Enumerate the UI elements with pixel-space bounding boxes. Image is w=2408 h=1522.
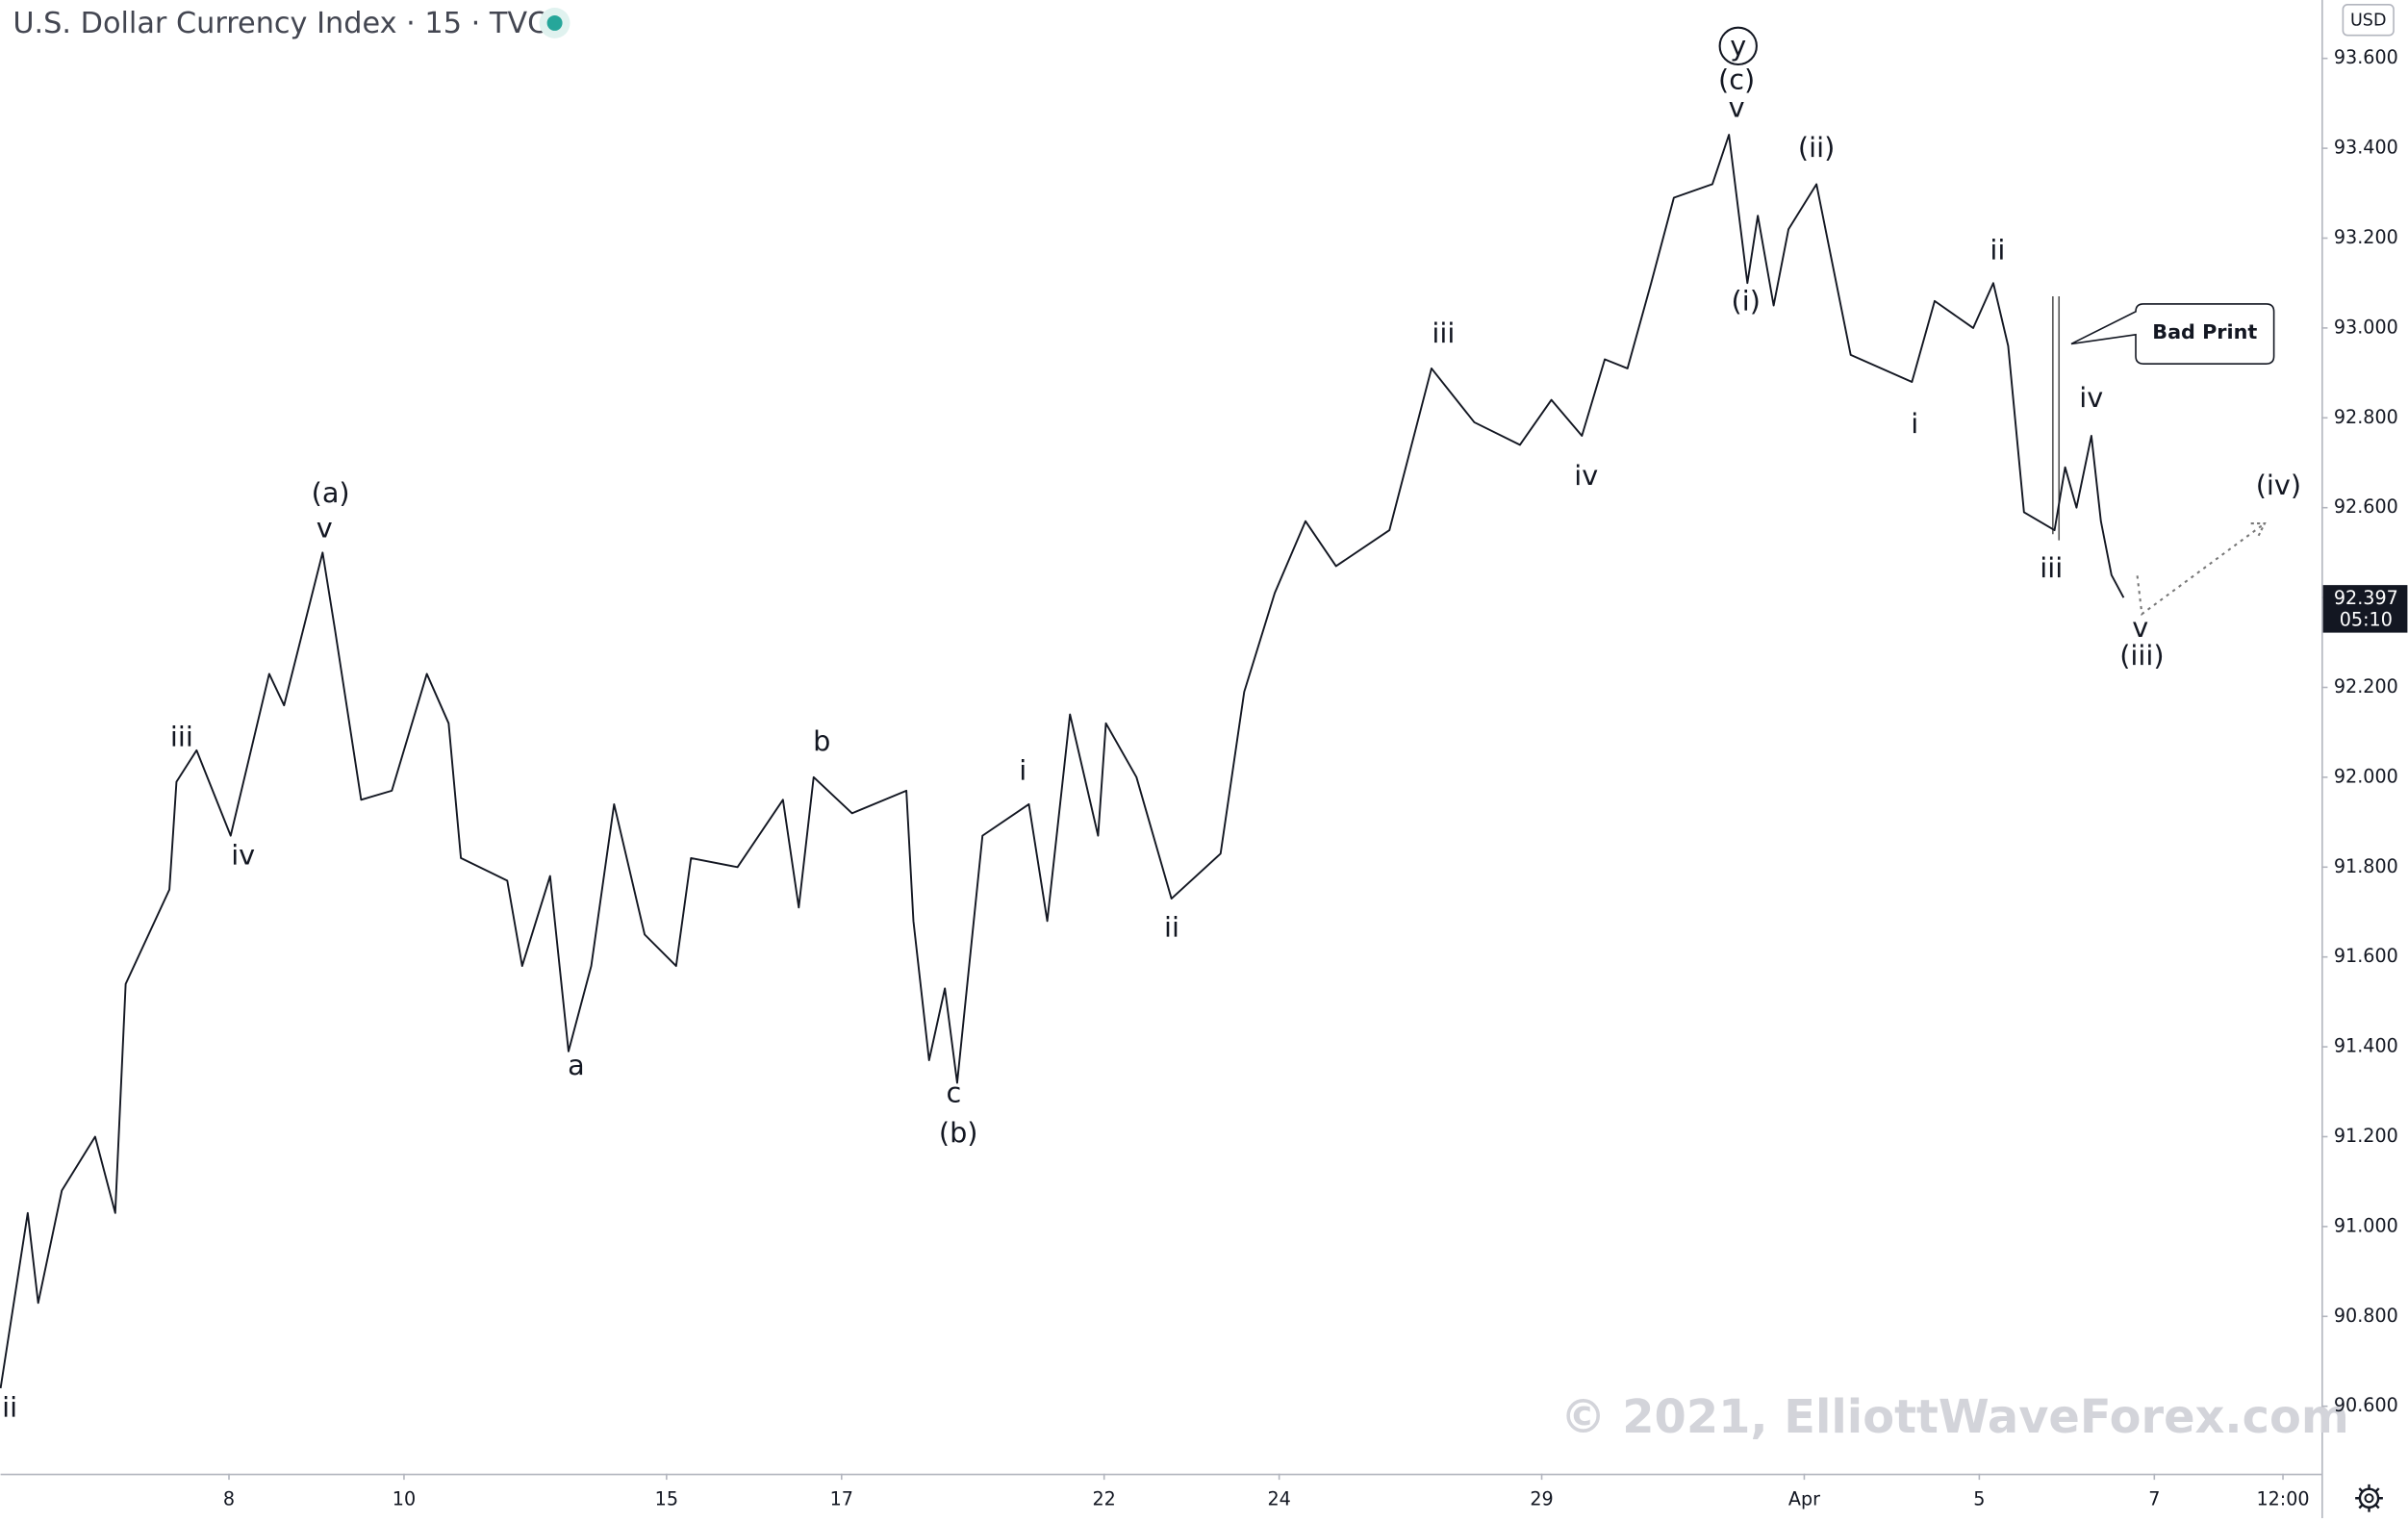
- wave-label: a: [568, 1049, 585, 1081]
- y-tick-label: 91.800: [2334, 855, 2398, 877]
- x-tick-label: 24: [1267, 1487, 1290, 1509]
- y-tick-label: 93.600: [2334, 46, 2398, 68]
- x-tick-label: 7: [2148, 1487, 2160, 1509]
- currency-box[interactable]: [2342, 3, 2395, 37]
- y-tick-label: 92.200: [2334, 675, 2398, 698]
- x-tick-label: 5: [1973, 1487, 1985, 1509]
- wave-label: v: [2132, 611, 2148, 644]
- y-tick-label: 93.200: [2334, 226, 2398, 248]
- y-tick-label: 90.800: [2334, 1305, 2398, 1327]
- wave-label: (iii): [2119, 639, 2164, 672]
- wave-label: (ii): [1798, 131, 1835, 164]
- y-tick-label: 90.600: [2334, 1394, 2398, 1416]
- wave-label: b: [813, 724, 830, 757]
- status-dot[interactable]: [546, 14, 563, 31]
- y-tick-label: 92.800: [2334, 406, 2398, 428]
- wave-circle: [1718, 26, 1758, 66]
- projection-arrow: [2136, 522, 2266, 617]
- last-price-box: [2322, 585, 2408, 633]
- wave-label: iii: [170, 720, 193, 752]
- wave-label: y: [1730, 29, 1746, 62]
- y-tick-label: 92.600: [2334, 495, 2398, 518]
- watermark: © 2021, ElliottWaveForex.com: [1560, 1391, 2349, 1444]
- wave-label: (b): [939, 1116, 978, 1149]
- wave-label: iii: [2040, 551, 2063, 584]
- x-tick-label: 12:00: [2256, 1487, 2309, 1509]
- price-line: [0, 134, 2125, 1389]
- wave-label: (a): [312, 476, 350, 509]
- wave-label: iv: [231, 838, 255, 871]
- gear-teeth: [2355, 1484, 2383, 1512]
- y-tick-label: 91.200: [2334, 1125, 2398, 1147]
- x-tick-label: 29: [1530, 1487, 1553, 1509]
- wave-label: iii: [1432, 317, 1455, 349]
- wave-label: i: [1019, 754, 1027, 787]
- y-tick-label: 91.400: [2334, 1035, 2398, 1057]
- x-tick-label: 17: [830, 1487, 853, 1509]
- projection-arrowhead: [2250, 522, 2267, 537]
- x-tick-label: Apr: [1788, 1487, 1820, 1509]
- chart-title: U.S. Dollar Currency Index · 15 · TVC: [13, 7, 547, 40]
- y-tick-label: 91.600: [2334, 945, 2398, 967]
- y-tick-label: 93.400: [2334, 137, 2398, 159]
- last-price-label: 92.397: [2334, 587, 2398, 609]
- y-tick-label: 92.000: [2334, 765, 2398, 787]
- wave-label: ii: [2, 1391, 17, 1424]
- wave-label: ii: [1164, 910, 1179, 943]
- x-tick-label: 10: [393, 1487, 416, 1509]
- wave-label: (c): [1718, 63, 1755, 96]
- wave-label: v: [1729, 90, 1745, 123]
- wave-label: c: [947, 1077, 962, 1109]
- y-tick-label: 91.000: [2334, 1214, 2398, 1236]
- wave-label: ii: [1990, 234, 2005, 266]
- x-tick-label: 8: [223, 1487, 235, 1509]
- y-tick-label: 93.000: [2334, 316, 2398, 338]
- wave-label: i: [1911, 407, 1918, 440]
- x-tick-label: 22: [1093, 1487, 1116, 1509]
- currency-label: USD: [2350, 12, 2387, 31]
- x-tick-label: 15: [655, 1487, 678, 1509]
- callout-text: Bad Print: [2152, 320, 2257, 343]
- settings-icon[interactable]: [2355, 1484, 2383, 1512]
- wave-label: v: [317, 511, 333, 544]
- wave-label: iv: [1574, 459, 1598, 492]
- wave-label: (iv): [2256, 469, 2301, 501]
- wave-label: (i): [1732, 284, 1761, 317]
- wave-label: iv: [2079, 381, 2103, 414]
- countdown-label: 05:10: [2340, 608, 2393, 630]
- callout-box: [2070, 303, 2275, 365]
- gear-hub: [2364, 1493, 2374, 1504]
